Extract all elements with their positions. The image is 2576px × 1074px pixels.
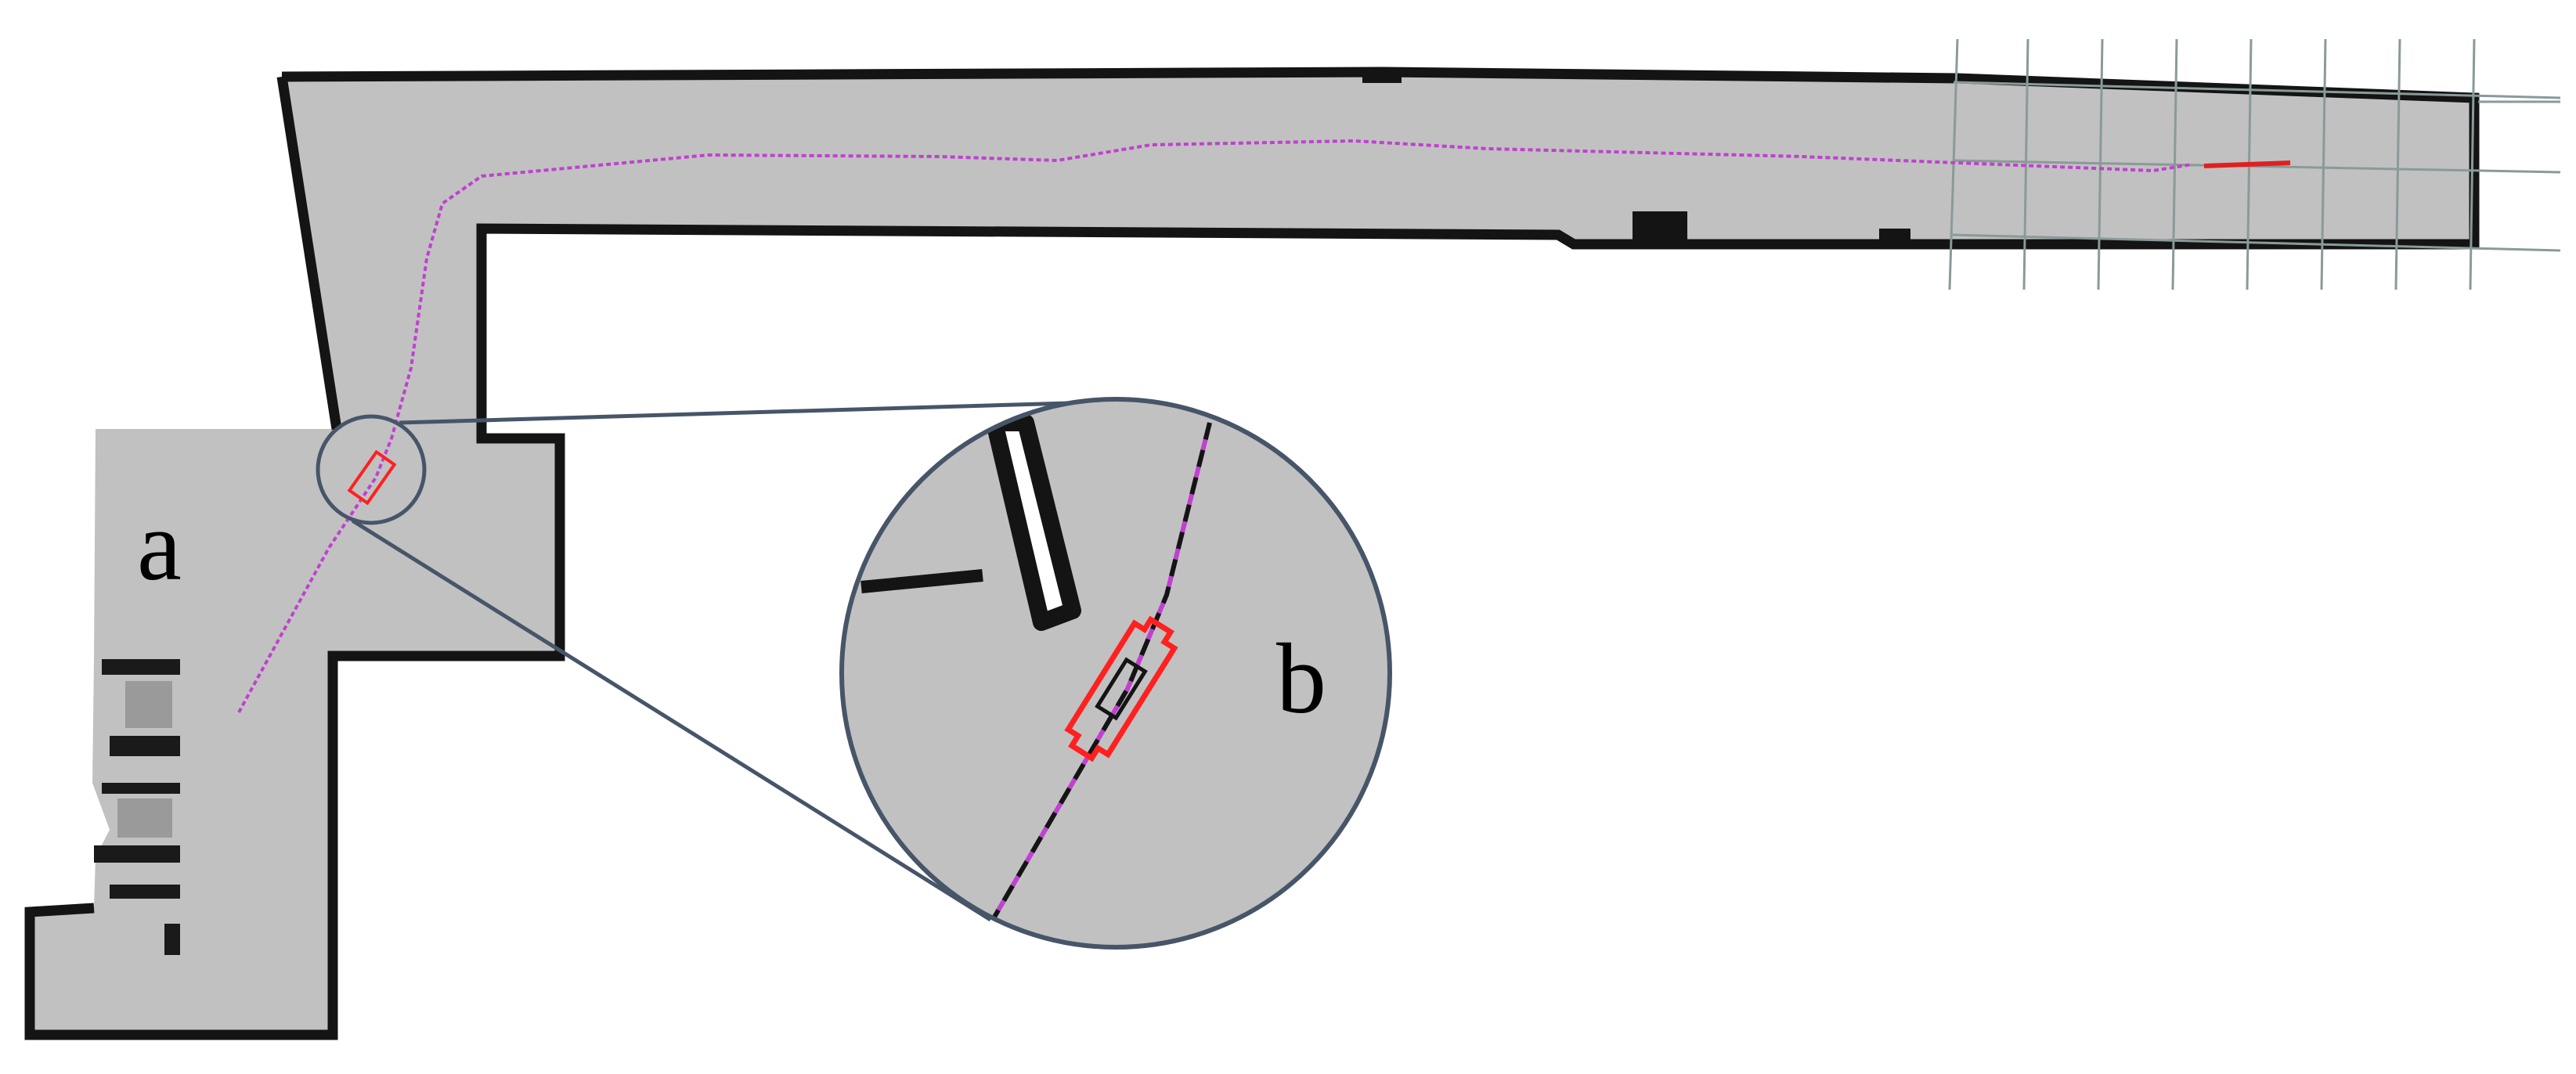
side-room-gray-patches [117,681,172,838]
zoom-source-circle [316,414,427,525]
zoom-connector-top [399,401,1070,425]
trajectory-path [237,139,2193,713]
panel-label-a: a [137,490,182,601]
trajectory-current-segment [2203,160,2291,168]
panel-label-b: b [1276,623,1326,734]
map-walls-left [276,76,342,430]
zoom-inset [839,397,1392,950]
side-room-obstacles [94,659,180,955]
robot-footprint [347,449,397,506]
inset-wall-pillar [986,414,1081,631]
inset-robot-footprint [1064,615,1178,762]
zoom-connector-bottom [351,518,992,922]
inset-wall-stub [860,569,983,593]
corridor-wall-notches [1362,69,1910,249]
free-space-region [30,72,2474,1035]
inset-trajectory-dashes [988,422,1212,925]
zoom-inset-border [839,397,1392,950]
